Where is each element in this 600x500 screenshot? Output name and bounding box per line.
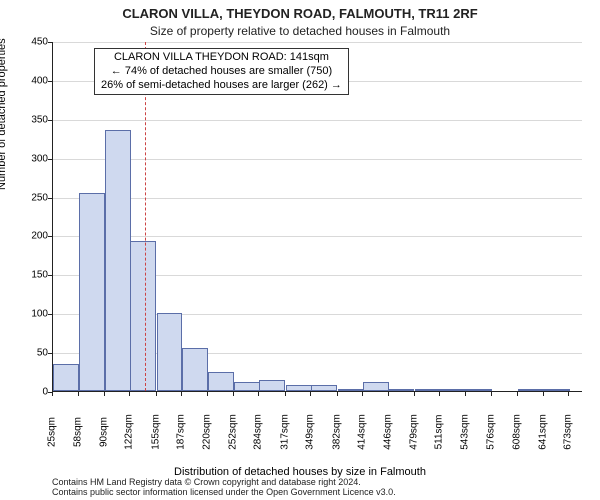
x-tick bbox=[414, 392, 415, 396]
y-tick bbox=[48, 81, 52, 82]
histogram-bar bbox=[544, 389, 570, 391]
x-tick-label: 58sqm bbox=[73, 417, 84, 447]
histogram-bar bbox=[53, 364, 79, 391]
x-tick bbox=[517, 392, 518, 396]
x-tick bbox=[52, 392, 53, 396]
y-tick bbox=[48, 314, 52, 315]
x-tick-label: 220sqm bbox=[202, 414, 213, 450]
x-tick-label: 479sqm bbox=[408, 414, 419, 450]
y-tick bbox=[48, 353, 52, 354]
gridline-h bbox=[53, 236, 582, 237]
histogram-bar bbox=[286, 385, 312, 391]
x-tick bbox=[258, 392, 259, 396]
y-tick bbox=[48, 275, 52, 276]
gridline-h bbox=[53, 42, 582, 43]
x-tick-label: 608sqm bbox=[511, 414, 522, 450]
histogram-bar bbox=[518, 389, 544, 391]
histogram-bar bbox=[440, 389, 466, 391]
y-tick bbox=[48, 42, 52, 43]
x-tick bbox=[129, 392, 130, 396]
attribution-text: Contains HM Land Registry data © Crown c… bbox=[52, 478, 396, 498]
y-tick-label: 250 bbox=[8, 192, 48, 203]
x-tick bbox=[388, 392, 389, 396]
annotation-box: CLARON VILLA THEYDON ROAD: 141sqm ← 74% … bbox=[94, 48, 349, 95]
x-tick-label: 641sqm bbox=[537, 414, 548, 450]
x-tick-label: 122sqm bbox=[124, 414, 135, 450]
histogram-bar bbox=[182, 348, 208, 391]
x-tick-label: 543sqm bbox=[459, 414, 470, 450]
histogram-bar bbox=[415, 389, 441, 391]
y-axis-label: Number of detached properties bbox=[0, 38, 8, 190]
histogram-bar bbox=[234, 382, 260, 391]
x-tick bbox=[337, 392, 338, 396]
y-tick bbox=[48, 236, 52, 237]
gridline-h bbox=[53, 198, 582, 199]
y-tick bbox=[48, 120, 52, 121]
y-tick bbox=[48, 159, 52, 160]
x-tick bbox=[233, 392, 234, 396]
plot-area: CLARON VILLA THEYDON ROAD: 141sqm ← 74% … bbox=[52, 42, 582, 392]
x-tick bbox=[104, 392, 105, 396]
gridline-h bbox=[53, 120, 582, 121]
y-tick-label: 0 bbox=[8, 387, 48, 398]
annotation-line-2: ← 74% of detached houses are smaller (75… bbox=[101, 65, 342, 79]
y-tick-label: 200 bbox=[8, 231, 48, 242]
histogram-bar bbox=[157, 313, 183, 391]
x-tick-label: 317sqm bbox=[279, 414, 290, 450]
x-tick-label: 511sqm bbox=[434, 415, 445, 450]
x-tick-label: 414sqm bbox=[357, 414, 368, 450]
attribution-line-2: Contains public sector information licen… bbox=[52, 488, 396, 498]
x-tick bbox=[568, 392, 569, 396]
x-tick-label: 673sqm bbox=[563, 414, 574, 450]
x-tick-label: 382sqm bbox=[331, 414, 342, 450]
y-tick bbox=[48, 198, 52, 199]
histogram-bar bbox=[79, 193, 105, 391]
histogram-bar bbox=[466, 389, 492, 391]
x-tick-label: 25sqm bbox=[47, 417, 58, 447]
x-tick bbox=[465, 392, 466, 396]
x-tick-label: 90sqm bbox=[98, 417, 109, 447]
x-tick bbox=[439, 392, 440, 396]
y-tick-label: 300 bbox=[8, 153, 48, 164]
x-tick-label: 252sqm bbox=[227, 414, 238, 450]
histogram-bar bbox=[105, 130, 131, 391]
x-tick bbox=[285, 392, 286, 396]
annotation-line-1: CLARON VILLA THEYDON ROAD: 141sqm bbox=[101, 51, 342, 65]
histogram-bar bbox=[259, 380, 285, 391]
x-tick bbox=[491, 392, 492, 396]
y-tick-label: 100 bbox=[8, 309, 48, 320]
histogram-bar bbox=[338, 389, 364, 391]
x-tick bbox=[78, 392, 79, 396]
x-tick-label: 284sqm bbox=[253, 414, 264, 450]
x-tick-label: 349sqm bbox=[305, 414, 316, 450]
x-tick bbox=[207, 392, 208, 396]
gridline-h bbox=[53, 159, 582, 160]
y-tick-label: 400 bbox=[8, 75, 48, 86]
y-tick-label: 50 bbox=[8, 348, 48, 359]
x-tick-label: 155sqm bbox=[150, 414, 161, 450]
x-tick bbox=[181, 392, 182, 396]
x-tick bbox=[543, 392, 544, 396]
chart-title-sub: Size of property relative to detached ho… bbox=[0, 24, 600, 38]
y-tick-label: 150 bbox=[8, 270, 48, 281]
chart-title-main: CLARON VILLA, THEYDON ROAD, FALMOUTH, TR… bbox=[0, 6, 600, 21]
histogram-bar bbox=[208, 372, 234, 391]
x-tick-label: 576sqm bbox=[486, 414, 497, 450]
y-tick-label: 350 bbox=[8, 114, 48, 125]
y-tick-label: 450 bbox=[8, 37, 48, 48]
annotation-line-3: 26% of semi-detached houses are larger (… bbox=[101, 79, 342, 93]
x-tick-label: 187sqm bbox=[176, 414, 187, 450]
x-tick bbox=[362, 392, 363, 396]
x-axis-label: Distribution of detached houses by size … bbox=[0, 466, 600, 478]
x-tick bbox=[310, 392, 311, 396]
x-tick bbox=[156, 392, 157, 396]
histogram-bar bbox=[311, 385, 337, 391]
histogram-bar bbox=[389, 389, 415, 391]
histogram-bar bbox=[363, 382, 389, 391]
histogram-bar bbox=[130, 241, 156, 391]
x-tick-label: 446sqm bbox=[382, 414, 393, 450]
